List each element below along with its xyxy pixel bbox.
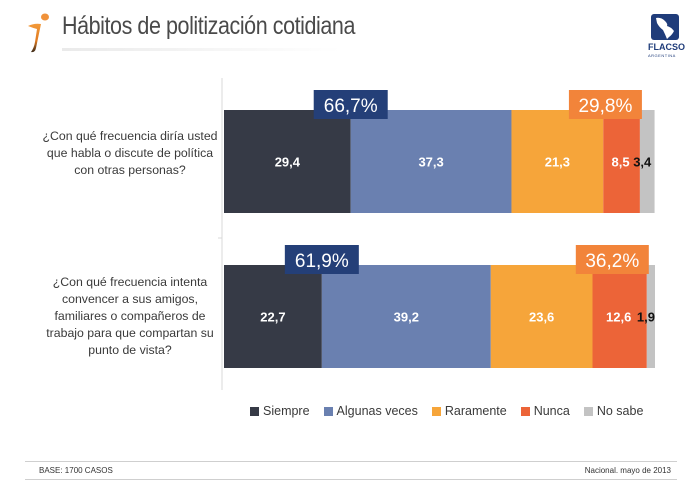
data-label: 29,4 — [275, 155, 301, 170]
footer-bar: BASE: 1700 CASOS Nacional. mayo de 2013 — [25, 461, 677, 480]
bar-segment-raramente — [511, 110, 604, 213]
group-total-label: 29,8% — [578, 96, 632, 117]
legend-item-raramente: Raramente — [431, 404, 507, 418]
data-label: 12,6 — [606, 310, 631, 325]
legend-item-siempre: Siempre — [250, 404, 310, 418]
group-total-badge — [575, 245, 649, 274]
base-note: BASE: 1700 CASOS — [39, 466, 113, 475]
legend-item-nunca: Nunca — [520, 404, 570, 418]
data-label: 8,5 — [612, 155, 630, 170]
group-total-label: 66,7% — [324, 96, 378, 117]
bar-segment-nunca — [603, 110, 640, 213]
brand-name: FLACSO — [648, 42, 685, 52]
group-total-badge — [284, 245, 359, 274]
group-total-badge — [568, 90, 642, 119]
legend-label: No sabe — [596, 404, 644, 418]
latin-america-map-icon — [651, 14, 679, 40]
bar-segment-no-sabe — [639, 110, 655, 213]
legend-item-no-sabe: No sabe — [583, 404, 644, 418]
legend-label: Siempre — [263, 404, 310, 418]
chart-legend: Siempre Algunas veces Raramente Nunca No… — [250, 404, 643, 418]
bar-segment-raramente — [490, 265, 593, 368]
data-label: 3,4 — [633, 155, 652, 170]
legend-swatch — [520, 406, 530, 416]
bar-segment-siempre — [224, 110, 351, 213]
data-label: 21,3 — [545, 155, 570, 170]
bar-segment-no-sabe — [646, 265, 655, 368]
legend-swatch — [583, 406, 593, 416]
data-label: 39,2 — [394, 310, 419, 325]
group-total-badge — [313, 90, 388, 119]
data-label: 23,6 — [529, 310, 554, 325]
legend-swatch — [250, 406, 259, 416]
legend-label: Nunca — [533, 404, 570, 418]
data-label: 22,7 — [260, 310, 285, 325]
legend-swatch — [431, 406, 441, 416]
group-total-label: 36,2% — [585, 251, 639, 272]
page-title: Hábitos de politización cotidiana — [62, 12, 355, 40]
question-label-1: ¿Con qué frecuencia diría usted que habl… — [42, 129, 218, 177]
legend-label: Algunas veces — [336, 404, 418, 418]
info-i-icon — [28, 13, 49, 53]
bar-segment-siempre — [224, 265, 322, 368]
bar-segment-nunca — [592, 265, 647, 368]
brand-subtitle: ARGENTINA — [648, 53, 676, 58]
legend-item-algunas-veces: Algunas veces — [323, 404, 418, 418]
legend-swatch — [323, 406, 333, 416]
legend-label: Raramente — [444, 404, 507, 418]
source-note: Nacional. mayo de 2013 — [584, 466, 671, 475]
data-label: 37,3 — [418, 155, 443, 170]
question-label-2: ¿Con qué frecuencia intenta convencer a … — [46, 275, 214, 357]
group-total-label: 61,9% — [295, 251, 349, 272]
title-underline — [62, 48, 342, 51]
bar-segment-algunas-veces — [350, 110, 512, 213]
data-label: 1,9 — [637, 310, 655, 325]
bar-segment-algunas-veces — [321, 265, 491, 368]
